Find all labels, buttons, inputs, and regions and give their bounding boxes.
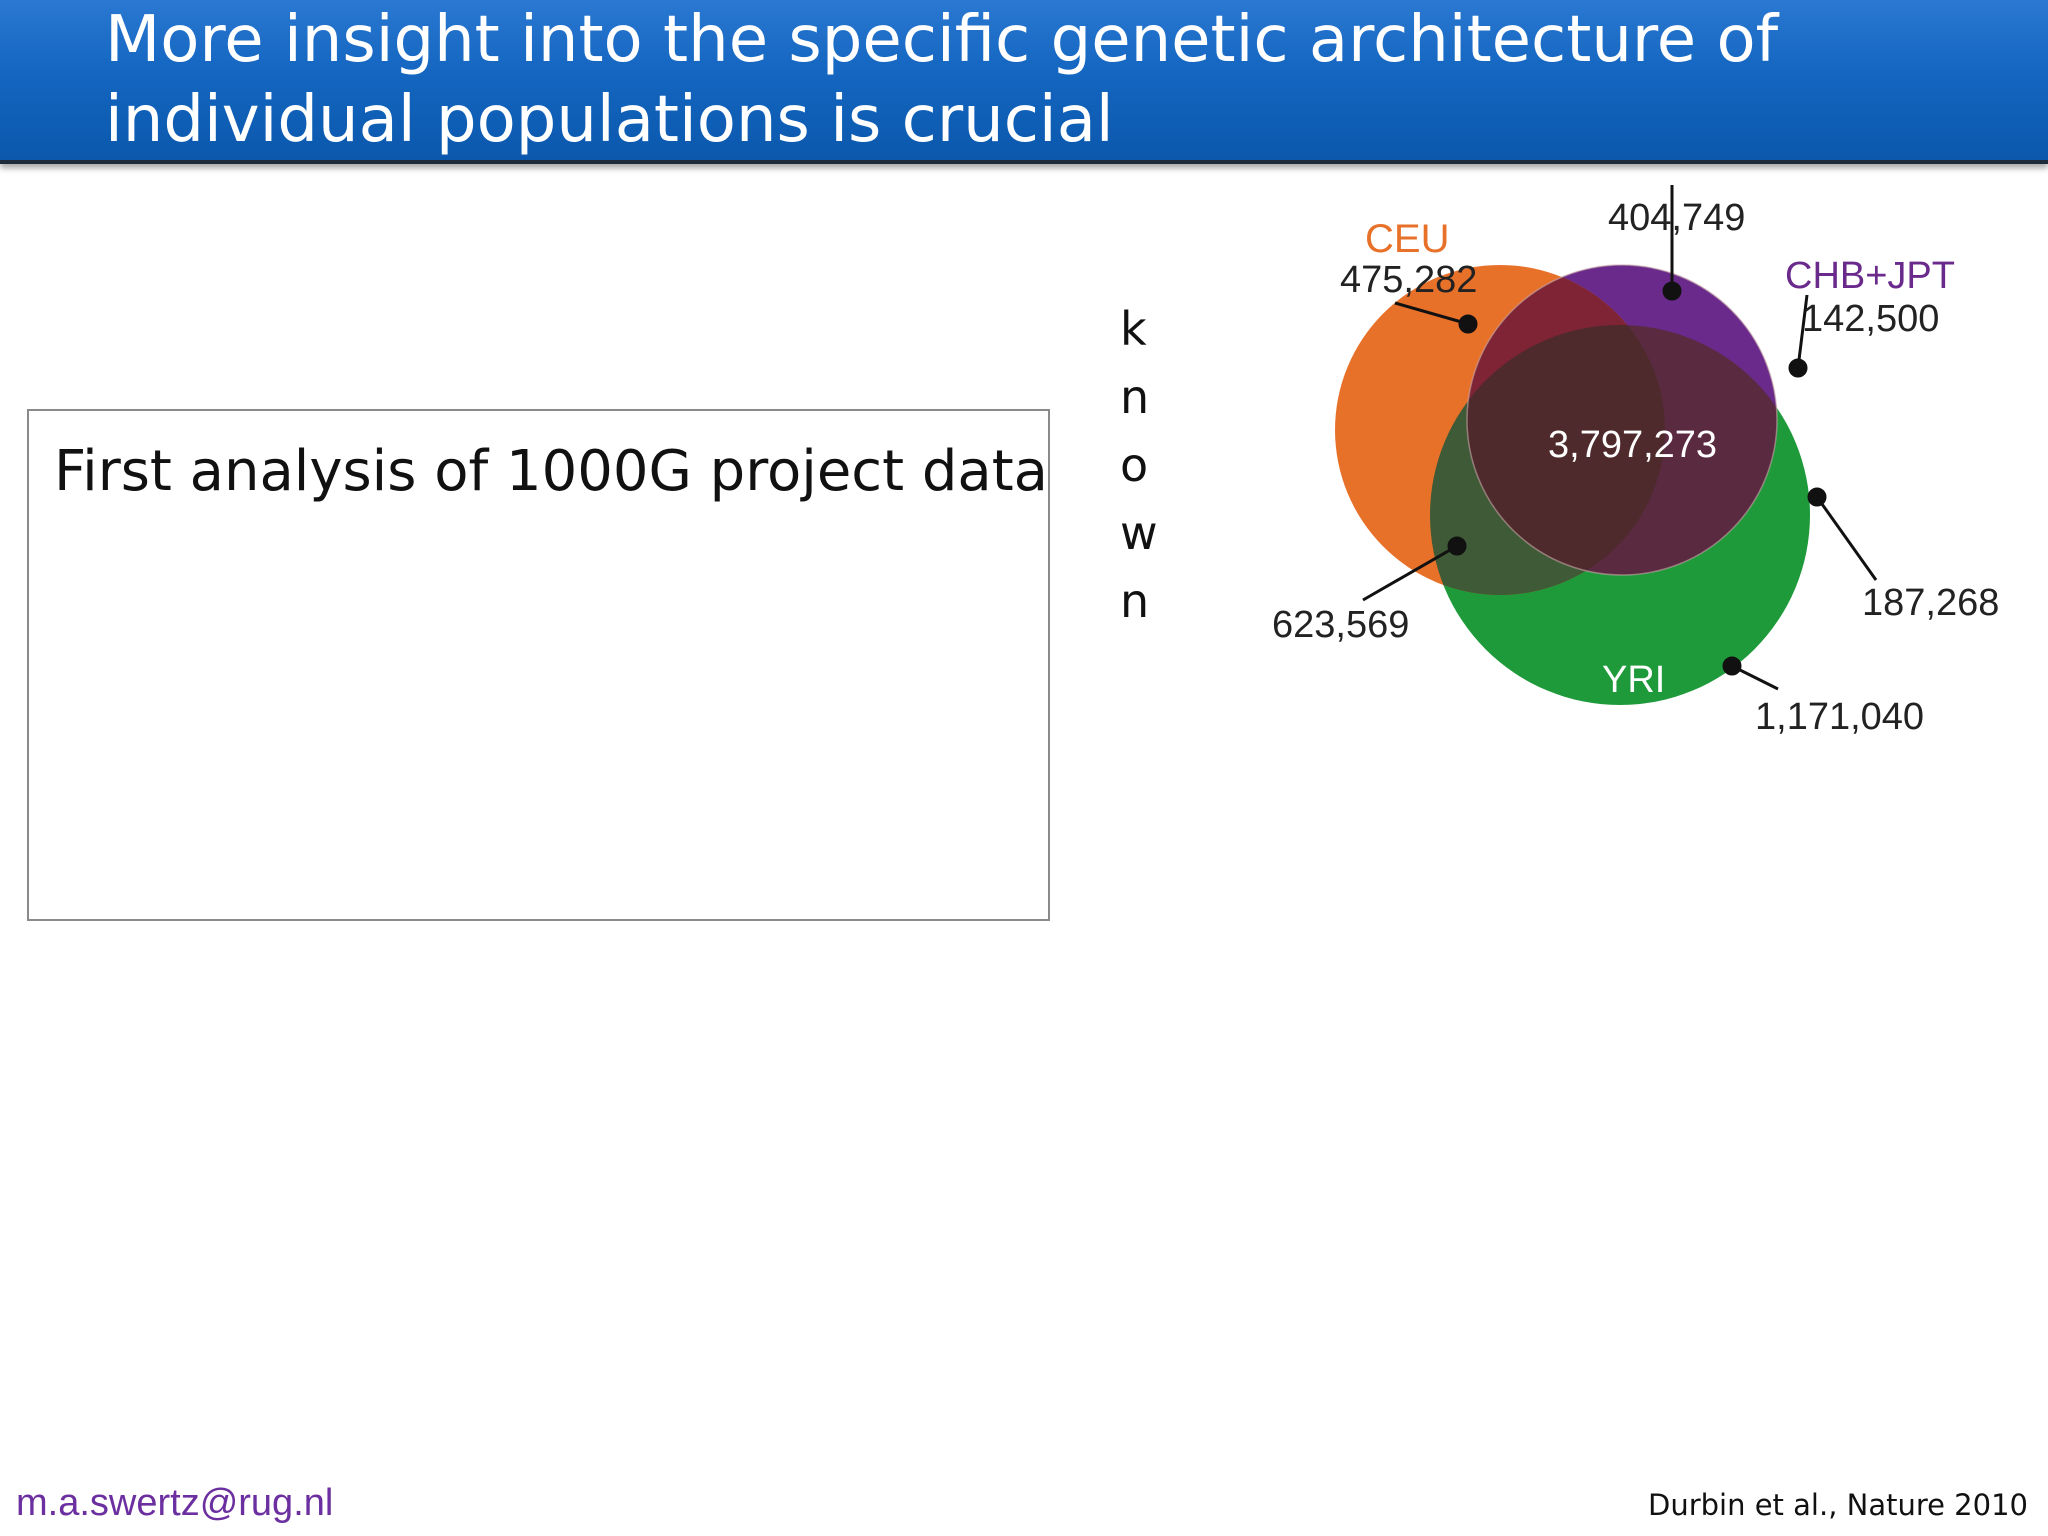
label-all-three: 3,797,273: [1548, 424, 1717, 466]
label-yri-only: 1,171,040: [1755, 696, 1924, 738]
label-ceu-only: 475,282: [1340, 259, 1477, 301]
label-ceu-chbjpt: 404,749: [1608, 197, 1745, 239]
label-chbjpt-only: 142,500: [1802, 298, 1939, 340]
vertical-letter: n: [1120, 370, 1150, 424]
venn-diagram: CEU 475,282 404,749 CHB+JPT 142,500 3,79…: [1272, 185, 1999, 738]
leader-dot-ceu-yri: [1447, 536, 1467, 556]
vertical-letter: w: [1120, 506, 1158, 560]
region-all-three: [1467, 325, 1665, 575]
content-text-box: First analysis of 1000G project data: [27, 409, 1050, 921]
vertical-word-known: k n o w n: [1120, 295, 1180, 635]
leader-dot-chbjpt-yri: [1807, 487, 1827, 507]
leader-line-chbjpt: [1796, 294, 1809, 369]
title-bar: More insight into the specific genetic a…: [0, 0, 2048, 164]
text-box-heading: First analysis of 1000G project data: [54, 439, 1048, 504]
center-outline: [1466, 264, 1778, 576]
vertical-letter: o: [1120, 438, 1149, 492]
leader-dot-chbjpt: [1788, 358, 1808, 378]
label-chbjpt-name: CHB+JPT: [1785, 255, 1955, 297]
slide-title: More insight into the specific genetic a…: [105, 3, 1779, 157]
leader-dot-yri: [1722, 656, 1742, 676]
vertical-letter: n: [1120, 574, 1150, 628]
leader-line-ceu-yri: [1362, 544, 1458, 602]
vertical-letter: k: [1120, 302, 1147, 356]
leader-line-chbjpt-yri: [1815, 496, 1878, 581]
leader-line-ceu: [1394, 301, 1466, 325]
leader-dot-ceu-chbjpt: [1662, 281, 1682, 301]
leader-dot-ceu: [1458, 314, 1478, 334]
label-ceu-name: CEU: [1365, 217, 1449, 261]
label-chbjpt-yri: 187,268: [1862, 582, 1999, 624]
label-ceu-yri: 623,569: [1272, 604, 1409, 646]
label-yri-name: YRI: [1602, 659, 1665, 701]
footer-email: m.a.swertz@rug.nl: [16, 1482, 334, 1524]
footer-citation: Durbin et al., Nature 2010: [1648, 1488, 2028, 1522]
